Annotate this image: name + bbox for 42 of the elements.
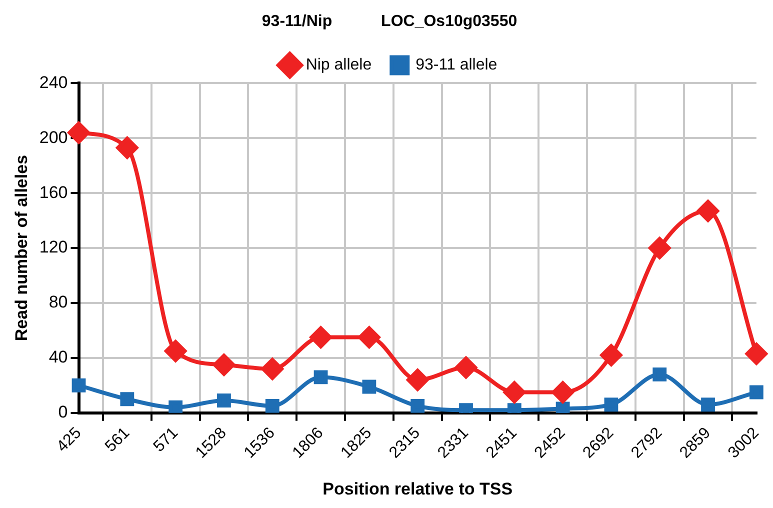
point xyxy=(600,344,622,366)
y-tick-label: 200 xyxy=(39,128,68,147)
point xyxy=(552,381,574,404)
point xyxy=(410,399,425,413)
point xyxy=(745,342,768,365)
point xyxy=(503,381,526,404)
point xyxy=(406,368,429,391)
point xyxy=(604,398,618,412)
point xyxy=(120,392,134,406)
point xyxy=(358,326,380,348)
point xyxy=(261,358,284,380)
point xyxy=(314,370,328,384)
point xyxy=(455,356,477,379)
point xyxy=(168,400,183,413)
point xyxy=(164,340,187,362)
chart-title: 93-11/Nip LOC_Os10g03550 xyxy=(262,13,518,30)
point xyxy=(212,354,235,376)
x-tick-label: 571 xyxy=(150,424,182,456)
x-axis-title: Position relative to TSS xyxy=(322,479,513,498)
y-axis-title: Read number of alleles xyxy=(12,154,31,342)
x-tick-label: 425 xyxy=(54,424,85,456)
point xyxy=(701,398,715,412)
point xyxy=(652,367,667,382)
y-tick-label: 240 xyxy=(39,72,68,92)
y-tick-label: 40 xyxy=(48,348,68,367)
point xyxy=(749,385,764,400)
point xyxy=(362,380,376,394)
point xyxy=(68,122,90,144)
y-tick-label: 0 xyxy=(58,402,68,422)
point xyxy=(697,200,720,222)
y-tick-label: 120 xyxy=(39,238,68,257)
point xyxy=(116,136,138,159)
legend-label: 93-11 allele xyxy=(416,56,498,74)
point xyxy=(72,378,86,392)
point xyxy=(217,394,231,408)
legend-label: Nip allele xyxy=(306,56,372,74)
y-tick-label: 160 xyxy=(39,182,68,202)
point xyxy=(648,237,671,260)
point xyxy=(265,399,280,413)
point xyxy=(310,326,332,348)
y-tick-label: 80 xyxy=(48,292,68,312)
x-tick-label: 561 xyxy=(102,424,134,456)
